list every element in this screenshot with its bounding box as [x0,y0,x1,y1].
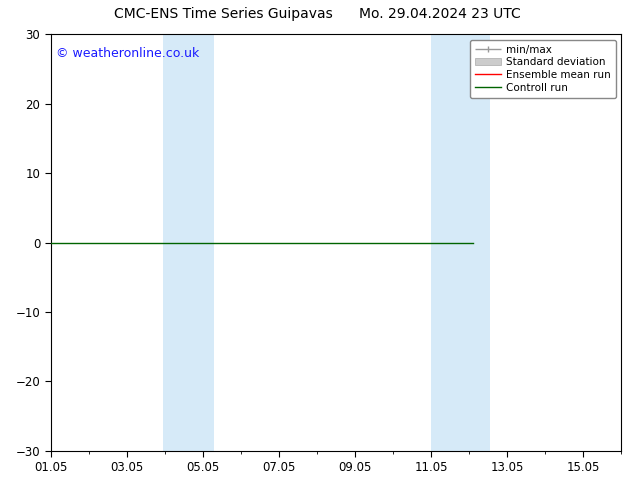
Bar [431,34,490,451]
Text: © weatheronline.co.uk: © weatheronline.co.uk [56,47,200,60]
Bar [163,34,214,451]
Text: CMC-ENS Time Series Guipavas      Mo. 29.04.2024 23 UTC: CMC-ENS Time Series Guipavas Mo. 29.04.2… [113,7,521,22]
Legend: min/max, Standard deviation, Ensemble mean run, Controll run: min/max, Standard deviation, Ensemble me… [470,40,616,98]
